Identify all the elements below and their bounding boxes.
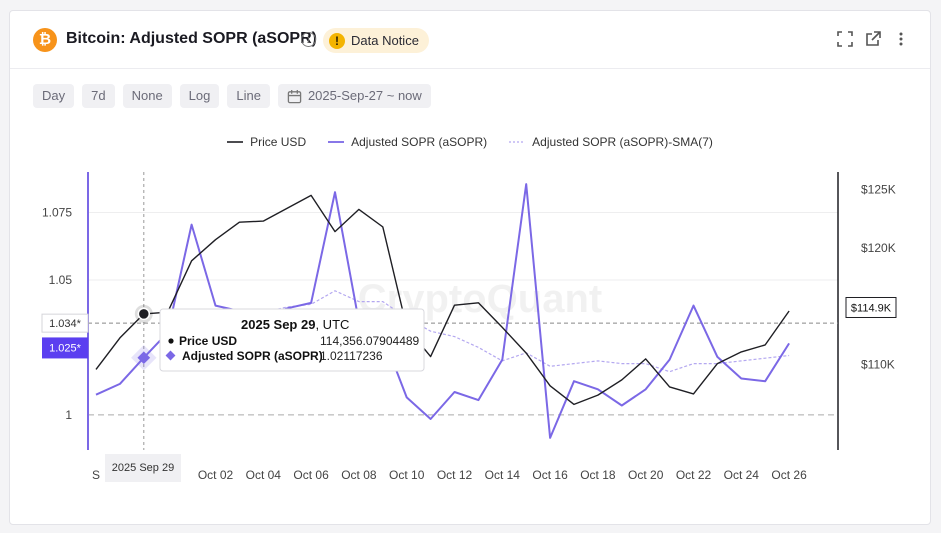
tooltip-asopr-value: 1.02117236 xyxy=(320,349,383,363)
series-line-price xyxy=(95,194,790,406)
x-tick-label: Oct 18 xyxy=(580,468,616,482)
tooltip-price-label: Price USD xyxy=(179,334,237,348)
left-marker-box xyxy=(41,313,89,333)
tooltip-timezone: , UTC xyxy=(315,317,349,332)
line-button[interactable]: Line xyxy=(227,84,270,108)
chart-card: ₿ Bitcoin: Adjusted SOPR (aSOPR) i ! Dat… xyxy=(9,10,931,525)
legend-label-price: Price USD xyxy=(250,135,307,149)
tooltip-asopr-bullet xyxy=(165,350,176,361)
calendar-icon xyxy=(287,89,302,103)
left-tick-label: 1.05 xyxy=(49,273,73,287)
x-tick-label: Oct 14 xyxy=(485,468,521,482)
x-tick-label: Oct 12 xyxy=(437,468,473,482)
open-external-button[interactable] xyxy=(863,29,883,49)
x-tick-label: Oct 04 xyxy=(246,468,282,482)
x-tick-label: Oct 08 xyxy=(341,468,377,482)
fullscreen-icon xyxy=(837,31,853,47)
x-tick-label: Oct 06 xyxy=(293,468,329,482)
crosshair-date-box xyxy=(105,454,181,482)
tooltip-date: 2025 Sep 29 xyxy=(241,317,315,332)
info-icon[interactable]: i xyxy=(301,32,316,47)
legend-swatch-asopr xyxy=(328,141,345,143)
right-value-label: $114.9K xyxy=(851,302,892,314)
x-tick-label: Oct 02 xyxy=(198,468,234,482)
tooltip-price-value: 114,356.07904489 xyxy=(320,334,420,348)
x-tick-label: Oct 22 xyxy=(676,468,712,482)
7d-button[interactable]: 7d xyxy=(82,84,115,108)
hover-tooltip: 2025 Sep 29, UTC Price USD 114,356.0790448… xyxy=(159,308,425,372)
asopr-hover-marker xyxy=(137,351,151,365)
legend-item-sma[interactable]: Adjusted SOPR (aSOPR)-SMA(7) xyxy=(509,135,713,149)
chart-legend: Price USD Adjusted SOPR (aSOPR) Adjusted… xyxy=(10,135,930,149)
left-marker-label: 1.034* xyxy=(49,318,82,330)
right-tick-label: $120K xyxy=(861,241,896,255)
left-tick-label: 1.075 xyxy=(42,205,72,219)
x-tick-label: Oct 26 xyxy=(771,468,807,482)
page-title: Bitcoin: Adjusted SOPR (aSOPR) xyxy=(66,30,317,47)
tooltip-box xyxy=(159,308,425,372)
bitcoin-icon: ₿ xyxy=(33,28,57,52)
legend-item-asopr[interactable]: Adjusted SOPR (aSOPR) xyxy=(328,135,487,149)
tooltip-price-bullet xyxy=(168,338,174,344)
crosshair-date-label: 2025 Sep 29 xyxy=(112,462,174,474)
left-value-label: 1.025* xyxy=(49,342,82,354)
day-button[interactable]: Day xyxy=(33,84,75,108)
data-notice-label: Data Notice xyxy=(351,33,419,48)
date-range-label: 2025-Sep-27 ~ now xyxy=(307,88,422,103)
chart-toolbar: Day 7d None Log Line 2025-Sep-27 ~ now xyxy=(33,84,431,108)
x-tick-label: Oct 10 xyxy=(389,468,425,482)
legend-swatch-sma xyxy=(509,141,526,143)
tooltip-asopr-label: Adjusted SOPR (aSOPR) xyxy=(182,349,323,363)
warning-icon: ! xyxy=(329,32,345,49)
legend-swatch-price xyxy=(227,141,244,143)
price-hover-marker xyxy=(137,307,151,321)
data-notice-badge[interactable]: ! Data Notice xyxy=(323,28,429,53)
legend-label-sma: Adjusted SOPR (aSOPR)-SMA(7) xyxy=(532,135,713,149)
more-vertical-icon xyxy=(899,32,903,46)
x-tick-label: Oct 16 xyxy=(532,468,568,482)
x-tick-label: Oct 20 xyxy=(628,468,664,482)
log-button[interactable]: Log xyxy=(179,84,220,108)
external-link-icon xyxy=(866,31,881,46)
date-range-button[interactable]: 2025-Sep-27 ~ now xyxy=(277,84,431,108)
legend-item-price[interactable]: Price USD xyxy=(227,135,306,149)
series-line-asopr xyxy=(95,183,790,439)
right-tick-label: $110K xyxy=(861,358,895,372)
right-tick-label: $125K xyxy=(861,183,896,197)
card-header: ₿ Bitcoin: Adjusted SOPR (aSOPR) i ! Dat… xyxy=(10,11,930,69)
tooltip-title: 2025 Sep 29, UTC xyxy=(241,317,349,332)
right-value-box xyxy=(845,296,897,318)
x-tick-label: Oct 24 xyxy=(724,468,760,482)
left-tick-label: 1 xyxy=(65,408,72,422)
none-button[interactable]: None xyxy=(122,84,172,108)
more-options-button[interactable] xyxy=(891,29,911,49)
legend-label-asopr: Adjusted SOPR (aSOPR) xyxy=(351,135,488,149)
x-tick-label: S xyxy=(92,468,100,482)
left-value-box xyxy=(42,337,88,359)
fullscreen-button[interactable] xyxy=(835,29,855,49)
